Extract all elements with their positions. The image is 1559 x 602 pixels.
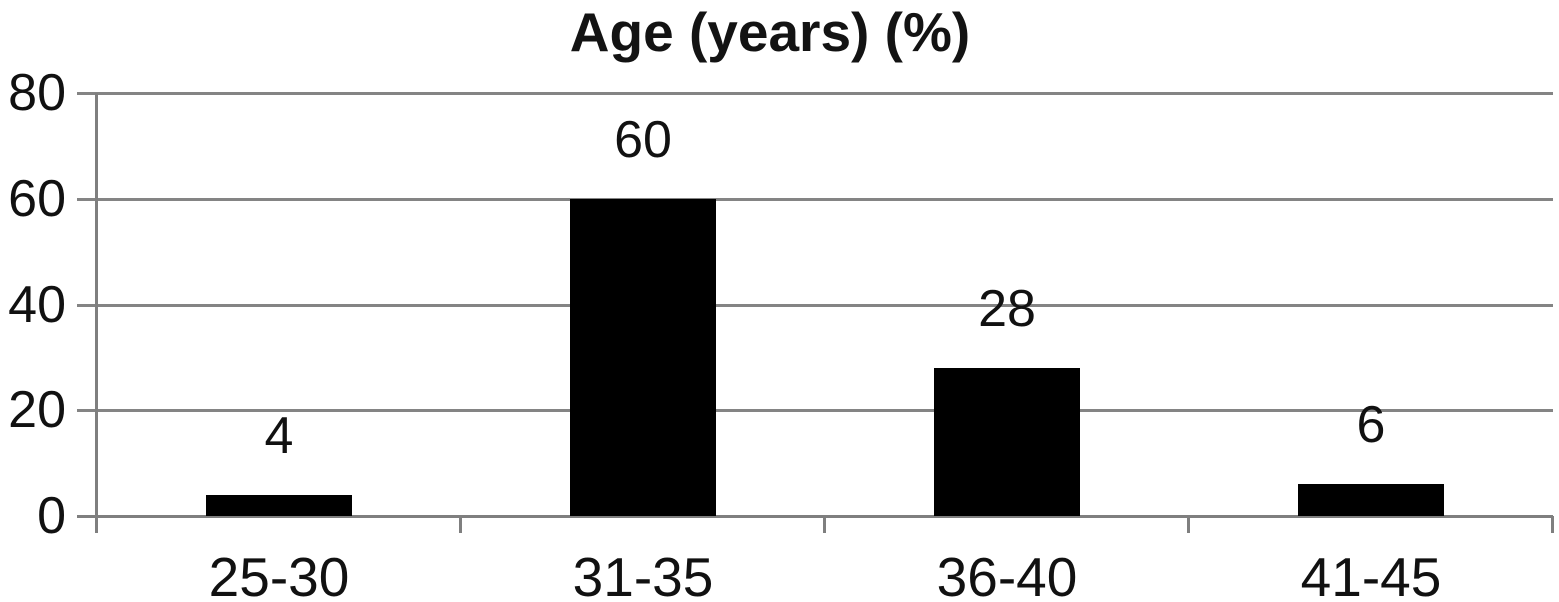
y-tick-label: 0 — [37, 487, 66, 545]
x-category-label: 31-35 — [572, 546, 714, 602]
x-category-label: 41-45 — [1300, 546, 1442, 602]
bar-value-label: 6 — [1356, 396, 1386, 454]
chart-title: Age (years) (%) — [569, 1, 971, 63]
bar — [570, 199, 716, 516]
gridline — [77, 304, 1553, 307]
x-axis-tick — [823, 516, 826, 533]
y-tick-label: 80 — [8, 64, 66, 122]
bar — [1298, 484, 1444, 516]
x-category-label: 36-40 — [936, 546, 1078, 602]
gridline — [77, 409, 1553, 412]
bar-value-label: 60 — [614, 111, 672, 169]
y-tick-label: 60 — [8, 170, 66, 228]
gridline — [77, 92, 1553, 95]
x-axis-tick — [1551, 516, 1554, 533]
x-axis-tick — [459, 516, 462, 533]
bar — [934, 368, 1080, 516]
y-axis-line — [95, 93, 98, 533]
x-axis-tick — [1187, 516, 1190, 533]
x-category-label: 25-30 — [208, 546, 350, 602]
gridline — [77, 198, 1553, 201]
bar-value-label: 4 — [264, 407, 294, 465]
y-tick-label: 20 — [8, 381, 66, 439]
y-tick-label: 40 — [8, 276, 66, 334]
x-axis-line — [77, 515, 1553, 518]
bar — [206, 495, 352, 516]
bar-value-label: 28 — [978, 280, 1036, 338]
